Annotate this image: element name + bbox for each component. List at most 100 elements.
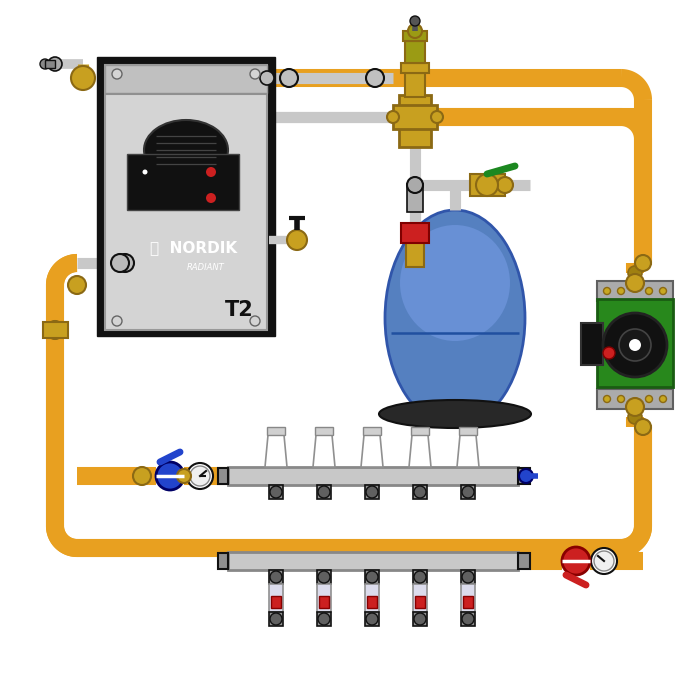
Bar: [415, 596, 425, 608]
Circle shape: [628, 410, 642, 424]
Circle shape: [280, 69, 298, 87]
Bar: [317, 570, 331, 584]
Circle shape: [414, 613, 426, 625]
Bar: [461, 584, 475, 612]
Circle shape: [659, 395, 666, 402]
Circle shape: [626, 274, 644, 292]
Circle shape: [591, 548, 617, 574]
Circle shape: [366, 69, 384, 87]
Circle shape: [143, 169, 148, 174]
Bar: [413, 612, 427, 626]
Circle shape: [617, 395, 624, 402]
Circle shape: [414, 571, 426, 583]
Circle shape: [318, 486, 330, 498]
Circle shape: [116, 254, 134, 272]
Circle shape: [414, 486, 426, 498]
Circle shape: [562, 547, 590, 575]
Bar: [470, 174, 505, 196]
Circle shape: [408, 24, 422, 38]
Circle shape: [497, 177, 513, 193]
Circle shape: [407, 177, 423, 193]
Circle shape: [519, 469, 533, 483]
Circle shape: [250, 69, 260, 79]
Circle shape: [645, 288, 652, 295]
Bar: [105, 65, 267, 330]
Bar: [269, 584, 283, 612]
Bar: [317, 485, 331, 499]
Bar: [403, 31, 427, 41]
Circle shape: [366, 613, 378, 625]
Ellipse shape: [385, 210, 525, 426]
Circle shape: [462, 613, 474, 625]
Bar: [218, 553, 228, 569]
Circle shape: [603, 395, 610, 402]
Bar: [317, 584, 331, 612]
Bar: [365, 570, 379, 584]
Bar: [597, 389, 673, 409]
Polygon shape: [457, 435, 479, 467]
Text: T2: T2: [225, 300, 253, 320]
Text: Ⓝ  NORDIK: Ⓝ NORDIK: [150, 241, 237, 256]
Bar: [413, 485, 427, 499]
Polygon shape: [265, 435, 287, 467]
Circle shape: [156, 462, 184, 490]
Circle shape: [270, 571, 282, 583]
Circle shape: [594, 551, 614, 571]
Bar: [45, 60, 55, 68]
Circle shape: [635, 255, 651, 271]
Circle shape: [71, 66, 95, 90]
Bar: [319, 596, 329, 608]
Bar: [597, 281, 673, 301]
Circle shape: [40, 59, 50, 69]
Circle shape: [318, 571, 330, 583]
Bar: [127, 154, 239, 210]
Circle shape: [629, 339, 641, 351]
Bar: [597, 299, 673, 387]
Circle shape: [133, 467, 151, 485]
Bar: [267, 427, 285, 435]
Circle shape: [659, 288, 666, 295]
Ellipse shape: [400, 225, 510, 341]
Circle shape: [619, 329, 651, 361]
Circle shape: [603, 288, 610, 295]
Circle shape: [206, 167, 216, 177]
Bar: [269, 612, 283, 626]
Bar: [269, 485, 283, 499]
Ellipse shape: [379, 400, 531, 428]
Circle shape: [250, 316, 260, 326]
Circle shape: [177, 469, 191, 483]
Circle shape: [462, 571, 474, 583]
Bar: [463, 596, 473, 608]
Bar: [97, 57, 275, 336]
Bar: [399, 95, 431, 147]
Bar: [461, 570, 475, 584]
Circle shape: [462, 486, 474, 498]
Bar: [43, 322, 68, 338]
Circle shape: [366, 486, 378, 498]
Bar: [401, 63, 429, 73]
Bar: [105, 65, 267, 93]
Circle shape: [603, 313, 667, 377]
Polygon shape: [313, 435, 335, 467]
Circle shape: [46, 321, 64, 339]
Bar: [405, 73, 425, 97]
Circle shape: [270, 613, 282, 625]
Circle shape: [628, 266, 642, 280]
Circle shape: [68, 276, 86, 294]
Bar: [393, 105, 437, 129]
Polygon shape: [361, 435, 383, 467]
Circle shape: [112, 316, 122, 326]
Circle shape: [112, 69, 122, 79]
Ellipse shape: [144, 120, 228, 180]
Circle shape: [270, 486, 282, 498]
Circle shape: [48, 57, 62, 71]
Text: RADIANT: RADIANT: [187, 262, 225, 272]
Bar: [363, 427, 381, 435]
Bar: [401, 223, 429, 243]
Bar: [413, 584, 427, 612]
Circle shape: [635, 419, 651, 435]
Circle shape: [410, 16, 420, 26]
Circle shape: [190, 466, 210, 486]
Bar: [461, 612, 475, 626]
Bar: [406, 241, 424, 267]
